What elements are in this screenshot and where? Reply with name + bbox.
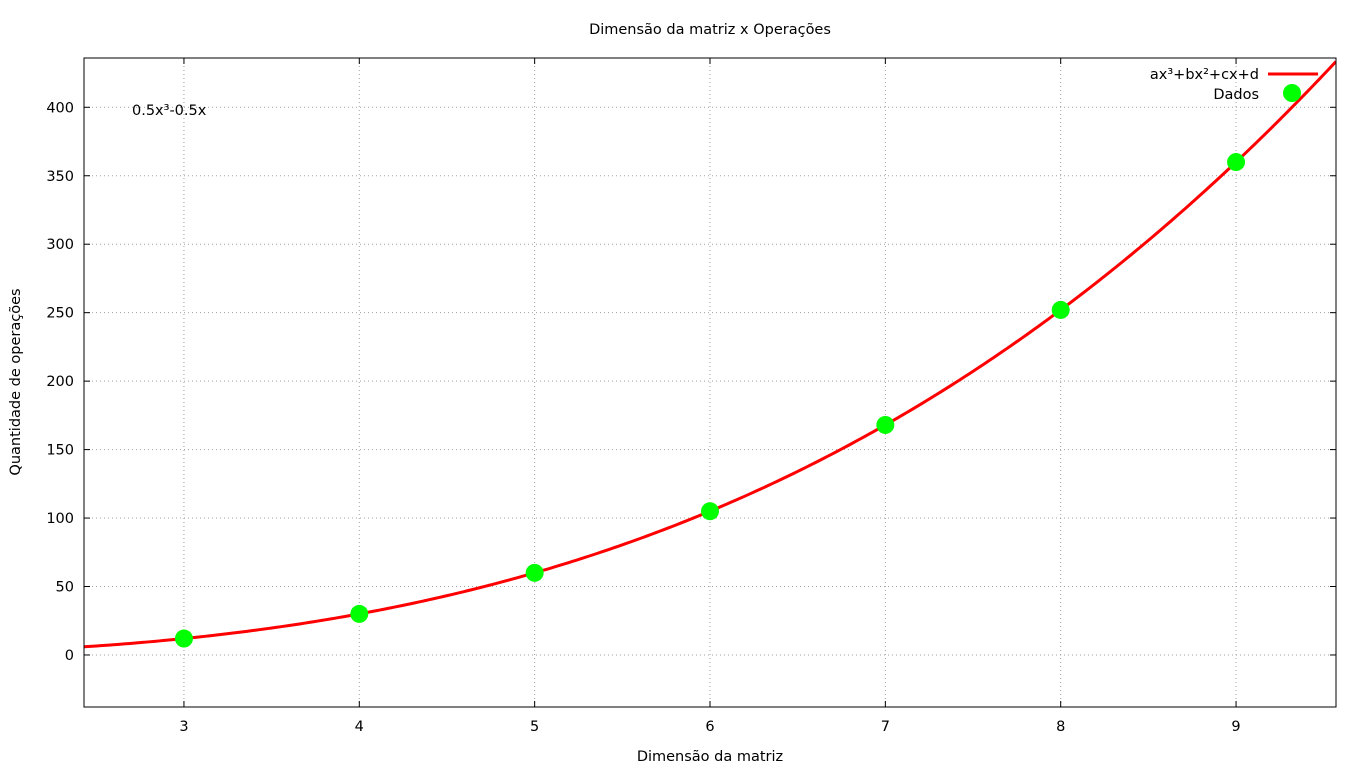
legend-label-dados: Dados — [1213, 87, 1259, 103]
data-point — [174, 629, 193, 648]
x-tick-label: 5 — [530, 719, 539, 735]
y-tick-label: 250 — [46, 306, 74, 322]
axis-ticks: 3 4 5 6 7 8 9 0 50 100 150 200 250 300 350 400 — [46, 58, 1336, 735]
x-axis-label: Dimensão da matriz — [637, 749, 783, 765]
x-tick-label: 4 — [355, 719, 364, 735]
chart-title: Dimensão da matriz x Operações — [589, 22, 831, 38]
x-tick-label: 9 — [1231, 719, 1240, 735]
grid — [84, 58, 1336, 707]
y-tick-label: 300 — [46, 237, 74, 253]
annotation-formula: 0.5x³-0.5x — [132, 103, 207, 119]
data-points — [174, 153, 1246, 648]
x-tick-label: 7 — [881, 719, 890, 735]
y-tick-label: 150 — [46, 443, 74, 459]
y-tick-label: 0 — [65, 648, 74, 664]
x-tick-label: 6 — [705, 719, 714, 735]
data-point — [525, 563, 544, 582]
y-tick-label: 100 — [46, 511, 74, 527]
data-point — [1051, 300, 1070, 319]
x-tick-label: 8 — [1056, 719, 1065, 735]
data-point — [350, 604, 369, 623]
data-point — [701, 502, 719, 521]
legend: ax³+bx²+cx+d Dados — [1150, 67, 1318, 103]
legend-label-fit: ax³+bx²+cx+d — [1150, 67, 1259, 83]
data-point — [876, 415, 895, 434]
y-tick-label: 350 — [46, 169, 74, 185]
data-point — [1227, 153, 1246, 172]
y-tick-label: 200 — [46, 374, 74, 390]
legend-swatch-dados — [1283, 84, 1301, 102]
y-tick-label: 50 — [56, 580, 74, 596]
x-tick-label: 3 — [179, 719, 188, 735]
y-tick-label: 400 — [46, 100, 74, 116]
y-axis-label: Quantidade de operações — [8, 288, 24, 475]
